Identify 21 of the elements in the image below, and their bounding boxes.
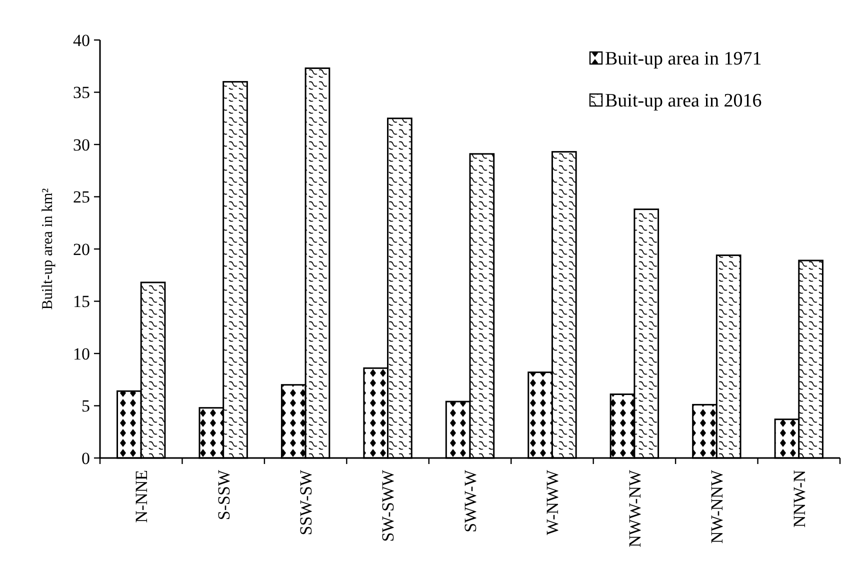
- x-tick-label: SWW-W: [460, 469, 480, 532]
- x-tick-label: NNW-N: [790, 470, 809, 528]
- x-tick-label: SW-SWW: [378, 469, 398, 542]
- y-tick-label: 40: [73, 30, 90, 50]
- x-tick-label: NW-NNW: [708, 469, 727, 544]
- y-axis-title: Built-up area in km²: [40, 188, 56, 310]
- legend-label: Buit-up area in 2016: [605, 90, 762, 112]
- x-tick-label: SSW-SW: [296, 469, 316, 536]
- x-tick-label: S-SSW: [214, 469, 234, 520]
- x-tick-label: NWW-NW: [625, 469, 644, 548]
- y-tick-label: 20: [73, 240, 90, 259]
- y-tick-label: 35: [73, 83, 90, 102]
- y-tick-label: 0: [82, 448, 90, 468]
- y-tick-label: 15: [73, 292, 90, 312]
- x-tick-label: W-NWW: [543, 469, 562, 536]
- x-tick-label: N-NNE: [132, 470, 152, 523]
- y-tick-label: 10: [73, 344, 90, 364]
- y-tick-label: 30: [73, 135, 90, 154]
- legend-label: Buit-up area in 1971: [605, 48, 762, 70]
- y-tick-label: 5: [82, 396, 90, 416]
- y-tick-label: 25: [73, 188, 90, 207]
